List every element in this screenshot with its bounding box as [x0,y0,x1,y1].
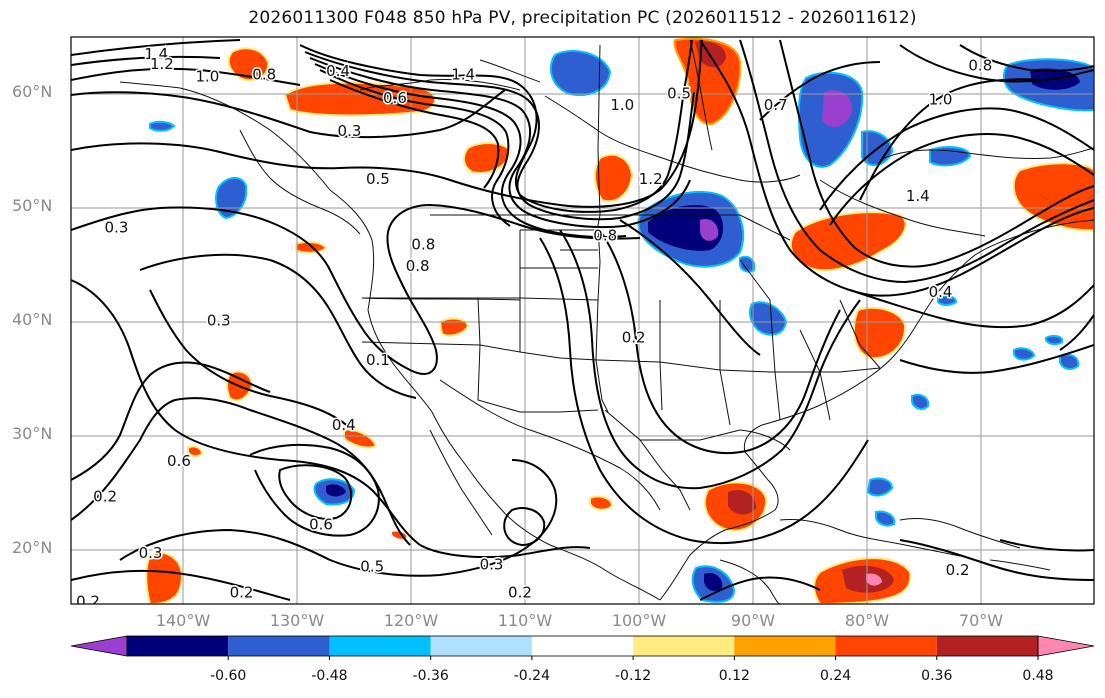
colorbar-tick-label: -0.36 [412,668,449,684]
contour-label: 0.8 [968,56,992,74]
colorbar-extend-high [1037,635,1095,657]
contour-labels: 1.41.21.0 0.8 0.40.61.40.30.50.30.80.80.81… [75,44,994,611]
contour-label: 0.6 [309,516,333,534]
lat-label-30n: 30°N [12,424,53,443]
contour-label: 0.3 [207,312,231,330]
colorbar-swatch [936,636,1038,656]
contour-label: 0.8 [411,236,435,254]
contour-label: 0.2 [230,584,254,602]
map-title: 2026011300 F048 850 hPa PV, precipitatio… [248,8,917,28]
contour-label: 0.2 [76,593,100,611]
colorbar [70,635,1095,660]
contour-label: 0.3 [480,555,504,573]
contour-label: 0.2 [93,487,117,505]
colorbar-tick-label: -0.24 [513,668,550,684]
contour-label: 1.0 [610,96,634,114]
lon-label-120w: 120°W [383,611,439,630]
contour-label: 1.2 [150,55,174,73]
contour-label: 1.4 [451,65,475,83]
colorbar-tick-label: 0.24 [819,668,852,684]
lat-label-40n: 40°N [12,310,53,329]
contour-label: 0.2 [622,329,646,347]
contour-label: 0.6 [383,89,407,107]
colorbar-tick-label: 0.12 [718,668,750,684]
contour-label: 0.5 [667,85,691,103]
colorbar-swatch [633,636,735,656]
lat-label-50n: 50°N [12,196,53,215]
contour-label: 0.1 [366,351,390,369]
colorbar-tick-label: -0.12 [614,668,652,684]
lon-label-140w: 140°W [155,611,211,630]
map-frame [70,36,1095,605]
contour-label: 1.4 [144,45,168,63]
pv-contours [71,39,1094,601]
contour-label: 1.0 [929,90,953,108]
contour-label: 0.4 [929,283,953,301]
contour-label: 0.8 [252,65,276,83]
lat-label-20n: 20°N [12,538,53,557]
colorbar-swatch [329,636,431,656]
lon-label-80w: 80°W [844,611,890,630]
lon-label-130w: 130°W [269,611,325,630]
colorbar-swatch [835,636,937,656]
colorbar-tick-label: -0.48 [311,668,348,684]
contour-label: 1.4 [906,187,930,205]
colorbar-swatch [228,636,330,656]
lon-label-110w: 110°W [497,611,553,630]
graticule [71,37,1094,604]
contour-label: 0.3 [139,544,163,562]
colorbar-tick-label: -0.60 [210,668,247,684]
contour-label: 0.3 [105,219,129,237]
colorbar-swatch [430,636,532,656]
contour-label: 0.4 [326,62,350,80]
lon-label-70w: 70°W [958,611,1004,630]
colorbar-tick-label: 0.36 [921,668,953,684]
contour-label: 0.5 [360,558,384,576]
contour-label: 0.8 [593,226,617,244]
contour-label: 1.2 [639,170,663,188]
lat-label-60n: 60°N [12,82,53,101]
lon-label-90w: 90°W [730,611,776,630]
contour-label: 0.2 [508,584,532,602]
colorbar-swatch [531,636,634,656]
contour-label: 0.6 [167,452,191,470]
contour-label: 0.4 [332,416,356,434]
coastlines [119,39,1094,604]
colorbar-swatch [734,636,836,656]
contour-label: 0.5 [366,170,390,188]
map-area [71,37,1094,604]
colorbar-tick-label: 0.48 [1022,668,1054,684]
colorbar-swatch [127,636,229,656]
contour-label: 0.2 [946,561,970,579]
contour-label: 0.7 [764,96,788,114]
colorbar-extend-low [70,635,128,657]
contour-label: 0.3 [338,122,362,140]
contour-label: 1.0 [195,68,219,86]
contour-label: 0.8 [406,257,430,275]
lon-label-100w: 100°W [611,611,667,630]
